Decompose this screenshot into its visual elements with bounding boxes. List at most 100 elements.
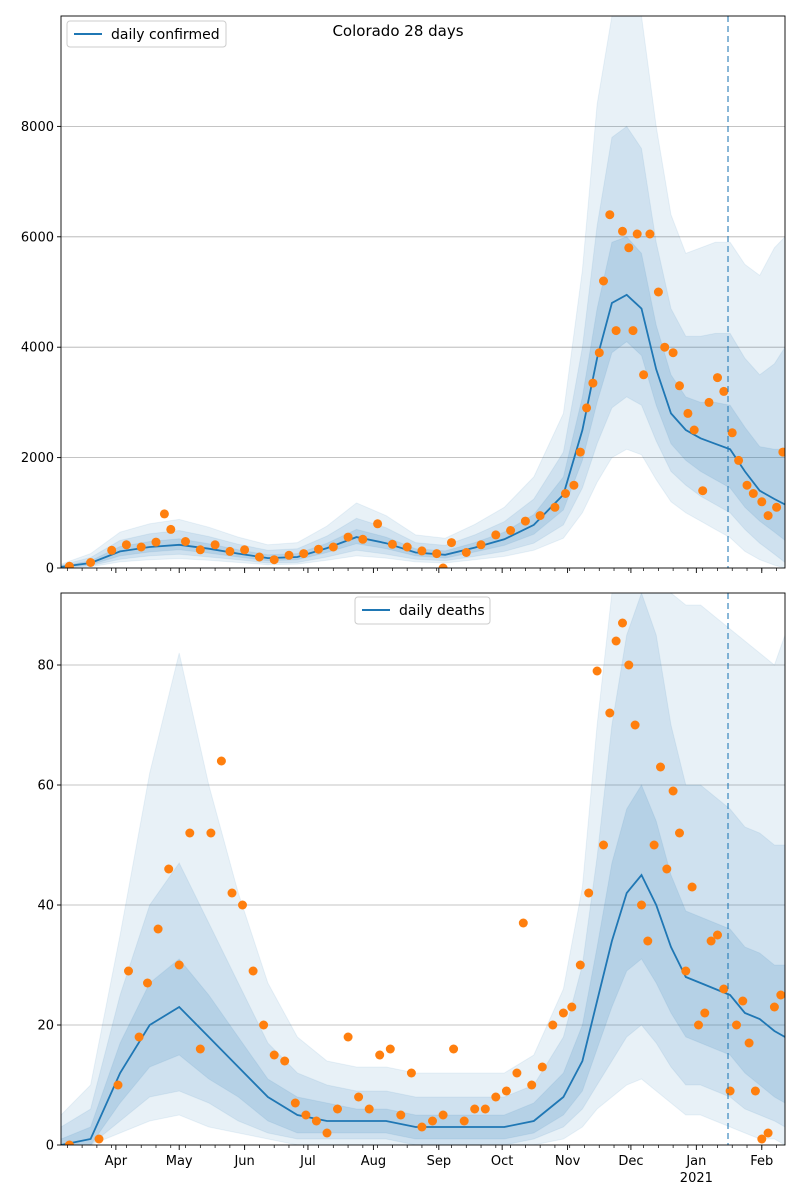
plot-area [61,593,785,1145]
observed-point [518,918,528,928]
observed-point [520,516,530,526]
observed-point [719,386,729,396]
observed-point [134,1032,144,1042]
observed-point [402,542,412,552]
observed-point [124,966,133,976]
observed-point [238,900,247,910]
observed-point [624,660,634,670]
observed-point [584,888,594,898]
observed-point [698,486,708,496]
observed-point [742,480,752,490]
observed-point [744,1038,754,1048]
y-tick-label: 0 [46,1139,54,1154]
observed-point [64,561,74,568]
observed-point [210,540,220,550]
observed-point [567,1002,577,1012]
observed-point [757,1134,767,1144]
y-tick-label: 0 [46,562,54,577]
y-tick-label: 20 [37,1019,54,1034]
observed-point [136,542,146,552]
observed-point [248,966,258,976]
observed-point [301,1110,311,1120]
x-tick-label: Oct [491,1154,513,1169]
observed-point [354,1092,364,1102]
observed-point [763,1128,773,1138]
x-tick-label: Apr [105,1154,128,1169]
legend-label-confirmed: daily confirmed [111,27,220,43]
observed-point [769,1002,779,1012]
uncertainty-band-98 [61,593,785,1145]
observed-point [776,990,785,1000]
observed-point [364,1104,374,1114]
axes-frame [60,592,786,1146]
observed-point [675,381,684,391]
observed-point [653,287,663,297]
observed-point [333,1104,342,1114]
observed-point [476,540,486,550]
observed-point [734,455,744,465]
observed-point [314,544,323,554]
observed-point [605,210,615,220]
deaths-legend: daily deaths [354,596,491,625]
observed-point [637,900,646,910]
y-tick-label: 60 [37,779,54,794]
uncertainty-band-50 [61,236,785,568]
observed-point [195,1044,205,1054]
x-tick-sublabel: 2021 [680,1171,713,1186]
observed-point [159,509,169,519]
observed-point [491,530,501,540]
observed-point [527,1080,537,1090]
observed-point [713,373,722,383]
observed-point [438,563,448,568]
uncertainty-band-98 [61,16,785,568]
observed-point [343,1032,353,1042]
observed-point [428,1116,437,1126]
observed-point [373,519,383,529]
plot-area [61,16,785,568]
observed-point [645,229,655,239]
observed-point [311,1116,321,1126]
uncertainty-band-90 [61,125,785,568]
figure-title: Colorado 28 days [332,22,463,40]
observed-point [438,1110,448,1120]
observed-point [725,1086,735,1096]
observed-point [113,1080,123,1090]
uncertainty-band-90 [61,593,785,1145]
series-line [61,293,785,568]
observed-point [459,1116,469,1126]
x-tick-label: Jan [685,1154,706,1169]
x-tick-label: Sep [427,1154,452,1169]
observed-point [687,882,697,892]
observed-point [605,708,615,718]
observed-point [628,326,638,336]
observed-point [461,548,471,557]
x-tick-label: Jul [299,1154,316,1169]
observed-point [480,1104,490,1114]
observed-point [174,960,184,970]
observed-point [611,326,621,336]
observed-point [269,555,279,565]
observed-point [343,532,353,542]
observed-point [719,984,729,994]
observed-point [694,1020,703,1030]
observed-point [94,1134,104,1144]
y-tick-label: 6000 [21,230,54,245]
confirmed-panel: 0 2000 4000 6000 8000 [21,15,786,577]
observed-point [121,540,131,550]
observed-point [299,549,309,559]
observed-point [649,840,659,850]
observed-point [406,1068,416,1078]
observed-point [763,511,773,521]
observed-point [506,526,516,535]
observed-point [396,1110,406,1120]
observed-point [491,1092,501,1102]
observed-point [328,542,338,552]
observed-point [550,502,560,512]
x-tick-label: Dec [618,1154,643,1169]
observed-point [195,545,205,555]
observed-point [662,864,672,874]
y-tick-label: 4000 [21,341,54,356]
observed-point [153,924,163,934]
x-tick-label: Feb [750,1154,773,1169]
observed-point [284,550,294,560]
